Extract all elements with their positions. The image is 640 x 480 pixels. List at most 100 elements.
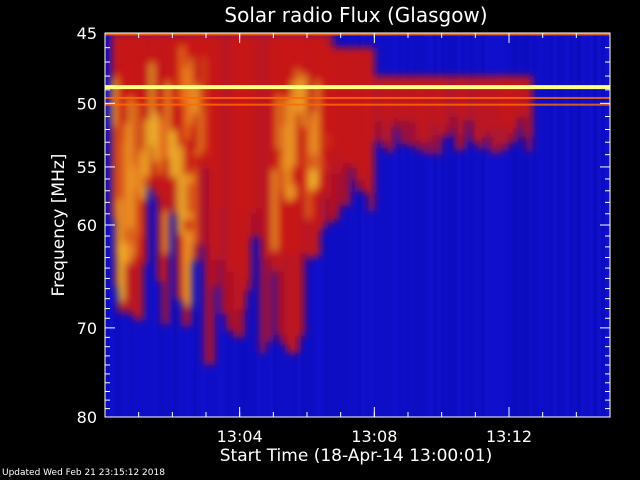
burst-streak — [415, 76, 423, 151]
burst-streak — [490, 76, 501, 154]
background-strip — [541, 33, 545, 417]
burst-streak — [335, 47, 343, 174]
background-strip — [473, 33, 477, 417]
burst-streak — [381, 76, 393, 149]
background-strip — [577, 33, 581, 417]
background-strip — [573, 33, 577, 417]
background-strip — [421, 33, 425, 417]
updated-timestamp: Updated Wed Feb 21 23:15:12 2018 — [2, 468, 165, 478]
burst-core — [115, 75, 121, 256]
burst-core — [162, 211, 170, 254]
burst-streak — [310, 33, 319, 170]
y-tick-label: 50 — [77, 94, 97, 113]
background-strip — [525, 33, 529, 417]
background-strip — [333, 33, 337, 417]
background-strip — [497, 33, 501, 417]
burst-streak — [393, 76, 403, 128]
background-strip — [569, 33, 573, 417]
burst-streak — [220, 33, 229, 314]
burst-streak — [276, 33, 283, 268]
background-strip — [337, 33, 341, 417]
burst-core — [170, 130, 179, 178]
burst-core — [194, 84, 200, 114]
burst-streak — [443, 76, 450, 125]
y-tick-label: 45 — [77, 24, 97, 43]
background-strip — [537, 33, 541, 417]
interference-line — [105, 96, 610, 99]
background-strip — [365, 33, 369, 417]
background-strip — [357, 33, 361, 417]
background-strip — [445, 33, 449, 417]
burst-streak — [253, 33, 260, 209]
background-strip — [397, 33, 401, 417]
burst-core — [302, 74, 309, 127]
background-strip — [501, 33, 505, 417]
background-strip — [469, 33, 473, 417]
y-tick-label: 80 — [77, 408, 97, 427]
background-strip — [389, 33, 393, 417]
background-strip — [329, 33, 333, 417]
background-strip — [353, 33, 357, 417]
background-strip — [169, 33, 173, 417]
background-strip — [521, 33, 525, 417]
burst-streak — [480, 76, 489, 138]
x-axis-label: Start Time (18-Apr-14 13:00:01) — [220, 446, 492, 466]
burst-streak — [266, 33, 273, 342]
x-tick-label: 13:04 — [217, 427, 263, 446]
background-strip — [369, 33, 373, 417]
background-strip — [509, 33, 513, 417]
background-strip — [549, 33, 553, 417]
burst-core — [141, 150, 147, 200]
background-strip — [461, 33, 465, 417]
y-tick-label: 60 — [77, 216, 97, 235]
burst-core — [165, 81, 173, 159]
interference-lines — [105, 33, 610, 106]
y-tick-label: 70 — [77, 319, 97, 338]
background-strip — [409, 33, 413, 417]
burst-streak — [368, 47, 375, 212]
burst-streak — [348, 47, 357, 168]
background-strip — [593, 33, 597, 417]
background-strip — [589, 33, 593, 417]
background-strip — [349, 33, 353, 417]
y-axis-label: Frequency [MHz] — [49, 154, 69, 297]
burst-core — [118, 198, 128, 302]
background-strip — [597, 33, 601, 417]
background-strip — [585, 33, 589, 417]
background-strip — [513, 33, 517, 417]
background-strip — [149, 33, 153, 417]
background-strip — [385, 33, 389, 417]
background-strip — [485, 33, 489, 417]
x-tick-label: 13:08 — [351, 427, 397, 446]
background-strip — [381, 33, 385, 417]
interference-line — [105, 103, 610, 106]
burst-streak — [259, 33, 266, 354]
background-strip — [545, 33, 549, 417]
chart-title: Solar radio Flux (Glasgow) — [224, 3, 487, 27]
interference-line — [105, 33, 610, 36]
burst-streak — [140, 33, 148, 262]
background-strip — [533, 33, 537, 417]
background-strip — [405, 33, 409, 417]
burst-streak — [525, 76, 533, 152]
background-strip — [153, 33, 157, 417]
background-strip — [453, 33, 457, 417]
background-strip — [437, 33, 441, 417]
background-strip — [493, 33, 497, 417]
burst-core — [158, 119, 165, 175]
background-strip — [373, 33, 377, 417]
background-strip — [565, 33, 569, 417]
x-axis: 13:04 13:08 13:12 — [104, 33, 611, 446]
background-strip — [489, 33, 493, 417]
y-axis: 45 50 55 60 70 80 — [77, 24, 610, 427]
background-strip — [377, 33, 381, 417]
burst-streak — [169, 33, 182, 214]
burst-core — [272, 169, 280, 251]
background-strip — [173, 33, 177, 417]
background-strip — [345, 33, 349, 417]
background-strip — [557, 33, 561, 417]
interference-line — [105, 85, 610, 90]
background-strip — [449, 33, 453, 417]
background-strip — [529, 33, 533, 417]
background-strip — [581, 33, 585, 417]
